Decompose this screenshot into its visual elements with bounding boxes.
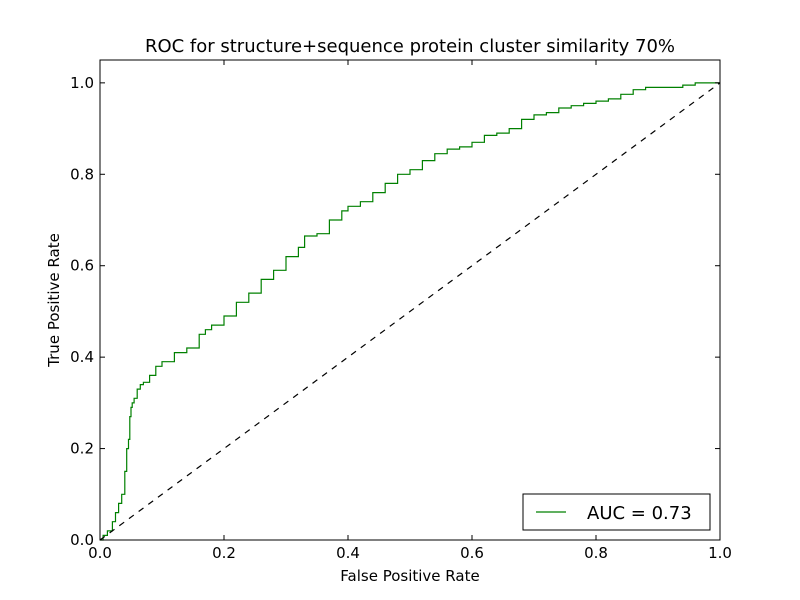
plot-area	[99, 82, 721, 541]
y-tick-label: 0.2	[70, 440, 94, 458]
y-tick-label: 0.0	[70, 531, 94, 549]
y-tick-label: 0.8	[70, 165, 94, 183]
x-tick-label: 0.0	[88, 544, 112, 562]
legend: AUC = 0.73	[522, 493, 711, 531]
x-tick-label: 1.0	[708, 544, 732, 562]
y-tick-label: 0.6	[70, 257, 94, 275]
roc-curve-line	[100, 82, 720, 541]
chart-title: ROC for structure+sequence protein clust…	[145, 36, 675, 57]
y-tick-label: 1.0	[70, 74, 94, 92]
x-tick-label: 0.6	[460, 544, 484, 562]
plot-frame	[99, 59, 721, 541]
x-tick-label: 0.8	[584, 544, 608, 562]
y-tick-label: 0.4	[70, 348, 94, 366]
x-tick-label: 0.4	[336, 544, 360, 562]
y-axis-label: True Positive Rate	[45, 233, 63, 368]
legend-label: AUC = 0.73	[587, 503, 692, 524]
axis-ticks: 0.0 0.2 0.4 0.6 0.8 1.0 0.0 0.2 0.4 0.6 0.8 1.0	[70, 60, 732, 562]
x-tick-label: 0.2	[212, 544, 236, 562]
chance-diagonal-line	[99, 82, 721, 541]
x-axis-label: False Positive Rate	[340, 567, 479, 585]
